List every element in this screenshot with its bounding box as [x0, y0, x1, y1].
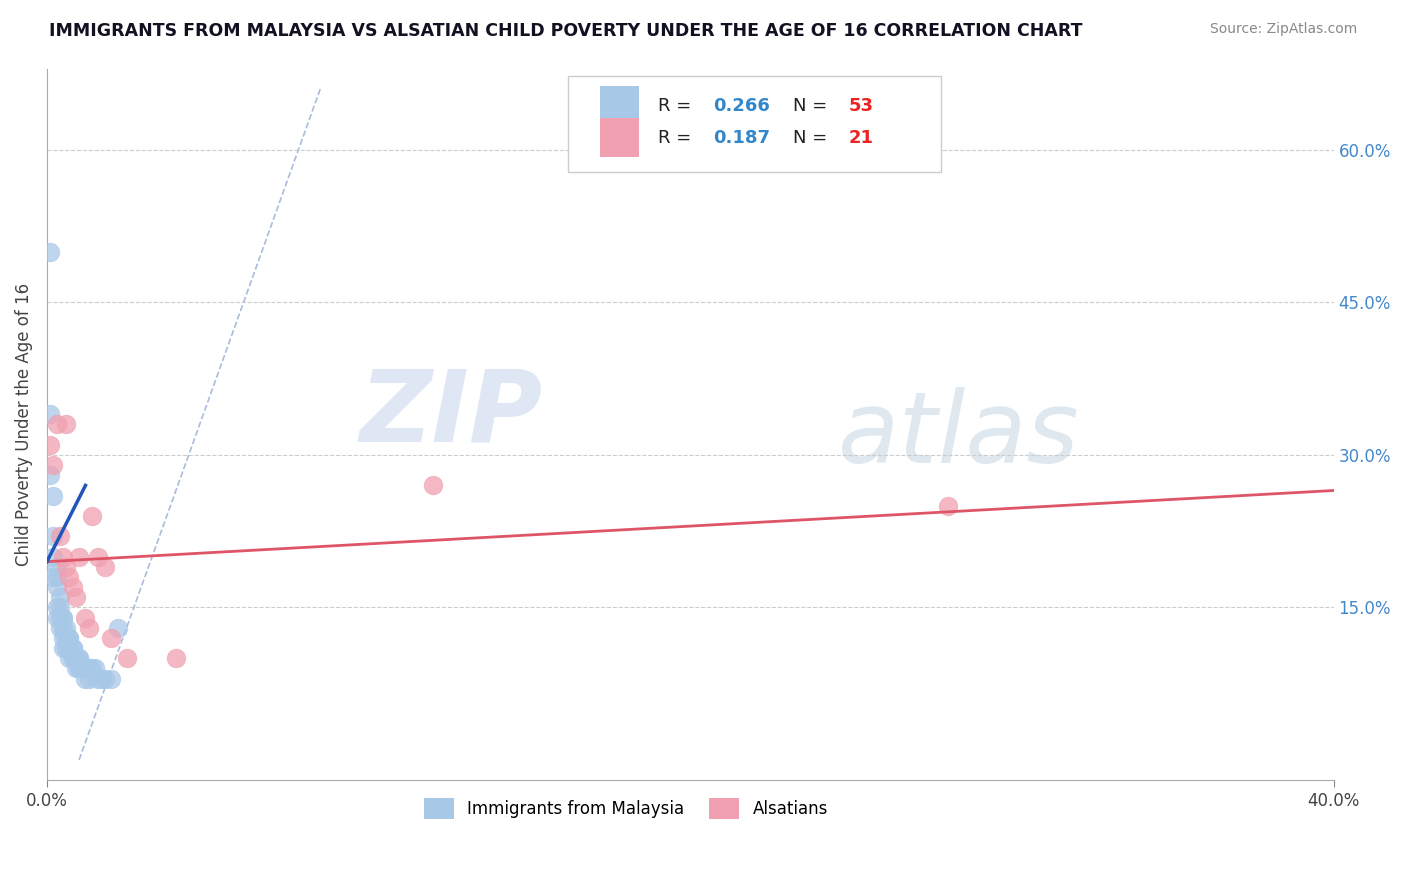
- Point: [80, 661, 103, 675]
- Text: R =: R =: [658, 129, 697, 147]
- Point: [49, 621, 72, 635]
- Point: [165, 651, 187, 665]
- FancyBboxPatch shape: [568, 76, 941, 172]
- Point: [42, 549, 65, 564]
- Text: 53: 53: [849, 97, 873, 115]
- Point: [94, 559, 117, 574]
- Point: [52, 549, 75, 564]
- Text: N =: N =: [793, 97, 834, 115]
- Point: [45, 559, 67, 574]
- Point: [75, 661, 97, 675]
- Text: ZIP: ZIP: [360, 365, 543, 462]
- Point: [55, 417, 77, 432]
- Point: [49, 529, 72, 543]
- Point: [67, 651, 90, 665]
- Point: [75, 610, 97, 624]
- Text: 0.266: 0.266: [713, 97, 770, 115]
- Point: [52, 621, 75, 635]
- Point: [52, 631, 75, 645]
- Point: [100, 631, 122, 645]
- Point: [52, 610, 75, 624]
- Point: [42, 458, 65, 472]
- Point: [49, 600, 72, 615]
- Point: [55, 559, 77, 574]
- Text: 0.187: 0.187: [713, 129, 770, 147]
- Point: [49, 610, 72, 624]
- Point: [75, 672, 97, 686]
- Point: [39, 244, 62, 259]
- Point: [55, 631, 77, 645]
- Point: [107, 621, 129, 635]
- Point: [52, 610, 75, 624]
- Point: [58, 631, 80, 645]
- Point: [65, 651, 87, 665]
- Point: [84, 661, 107, 675]
- Point: [42, 489, 65, 503]
- Point: [65, 591, 87, 605]
- Point: [58, 651, 80, 665]
- Point: [90, 672, 112, 686]
- Y-axis label: Child Poverty Under the Age of 16: Child Poverty Under the Age of 16: [15, 283, 32, 566]
- Point: [42, 529, 65, 543]
- Point: [67, 549, 90, 564]
- Point: [45, 570, 67, 584]
- Point: [67, 661, 90, 675]
- Point: [45, 600, 67, 615]
- Point: [62, 641, 84, 656]
- Point: [936, 499, 959, 513]
- Point: [39, 407, 62, 421]
- Point: [72, 661, 94, 675]
- Point: [58, 570, 80, 584]
- Point: [52, 641, 75, 656]
- Point: [72, 661, 94, 675]
- Point: [55, 641, 77, 656]
- Point: [65, 661, 87, 675]
- Point: [65, 651, 87, 665]
- Point: [422, 478, 444, 492]
- Point: [45, 580, 67, 594]
- Point: [58, 641, 80, 656]
- Point: [117, 651, 139, 665]
- FancyBboxPatch shape: [600, 119, 638, 158]
- Point: [58, 631, 80, 645]
- Point: [87, 549, 110, 564]
- Point: [45, 417, 67, 432]
- Point: [62, 580, 84, 594]
- Point: [39, 438, 62, 452]
- Point: [100, 672, 122, 686]
- Point: [77, 621, 100, 635]
- Point: [80, 508, 103, 523]
- Text: atlas: atlas: [838, 386, 1080, 483]
- Text: 21: 21: [849, 129, 873, 147]
- Point: [62, 641, 84, 656]
- Point: [62, 651, 84, 665]
- Point: [42, 570, 65, 584]
- Point: [62, 651, 84, 665]
- Point: [67, 651, 90, 665]
- Point: [49, 591, 72, 605]
- Point: [55, 621, 77, 635]
- Text: Source: ZipAtlas.com: Source: ZipAtlas.com: [1209, 22, 1357, 37]
- Text: IMMIGRANTS FROM MALAYSIA VS ALSATIAN CHILD POVERTY UNDER THE AGE OF 16 CORRELATI: IMMIGRANTS FROM MALAYSIA VS ALSATIAN CHI…: [49, 22, 1083, 40]
- Point: [77, 661, 100, 675]
- Point: [67, 661, 90, 675]
- Point: [45, 610, 67, 624]
- Point: [77, 672, 100, 686]
- FancyBboxPatch shape: [600, 87, 638, 126]
- Text: R =: R =: [658, 97, 697, 115]
- Text: N =: N =: [793, 129, 834, 147]
- Point: [87, 672, 110, 686]
- Point: [94, 672, 117, 686]
- Point: [55, 631, 77, 645]
- Point: [39, 468, 62, 483]
- Legend: Immigrants from Malaysia, Alsatians: Immigrants from Malaysia, Alsatians: [418, 792, 835, 825]
